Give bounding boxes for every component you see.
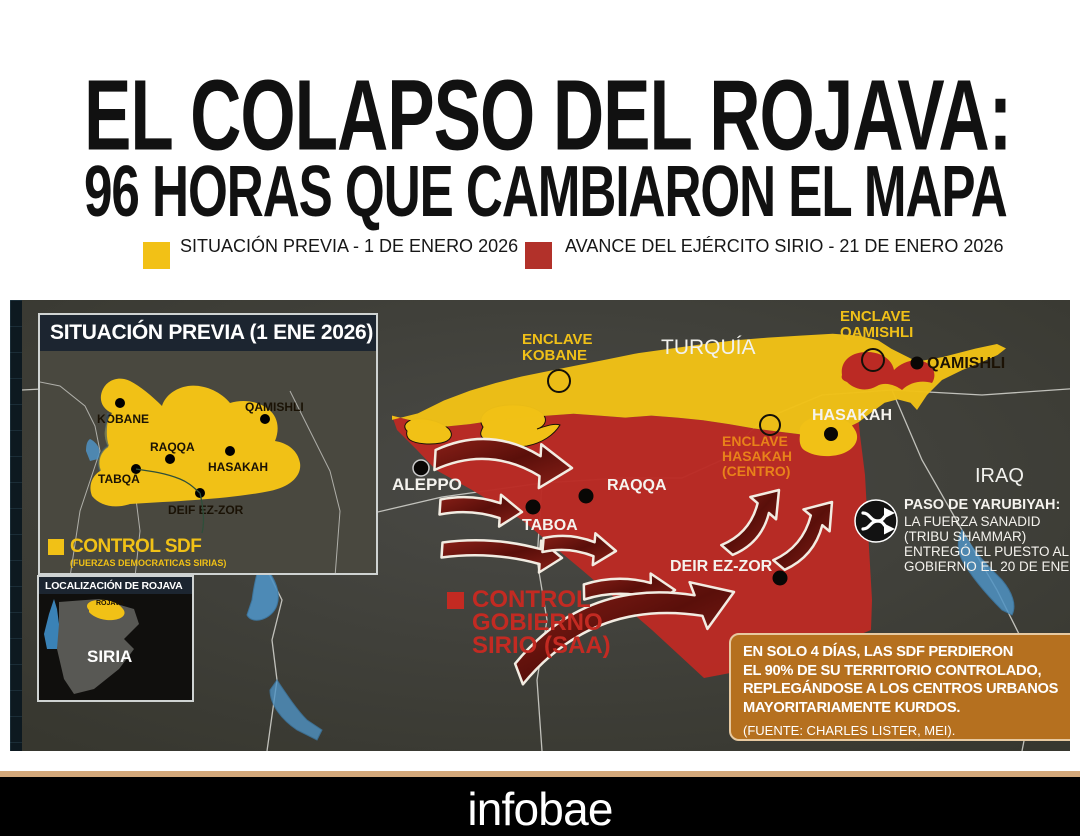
svg-text:KOBANE: KOBANE [522, 347, 587, 364]
svg-text:HASAKAH: HASAKAH [722, 448, 792, 464]
svg-text:PASO DE YARUBIYAH:: PASO DE YARUBIYAH: [904, 497, 1060, 513]
svg-text:SIRIA: SIRIA [87, 647, 132, 666]
svg-text:QAMISHLI: QAMISHLI [245, 400, 304, 414]
svg-text:SIRIO (SAA): SIRIO (SAA) [472, 632, 611, 659]
svg-text:ALEPPO: ALEPPO [392, 475, 462, 494]
svg-text:IRAQ: IRAQ [975, 465, 1024, 487]
svg-text:TABQA: TABQA [98, 472, 140, 486]
svg-text:LA FUERZA SANADID: LA FUERZA SANADID [904, 514, 1041, 529]
svg-text:QAMISHLI: QAMISHLI [927, 355, 1005, 372]
svg-text:ENCLAVE: ENCLAVE [522, 331, 593, 348]
svg-text:TABOA: TABOA [522, 517, 578, 534]
svg-text:RAQQA: RAQQA [607, 477, 667, 494]
svg-text:(CENTRO): (CENTRO) [722, 463, 790, 479]
svg-text:TURQUÍA: TURQUÍA [661, 336, 756, 359]
svg-text:KOBANE: KOBANE [97, 412, 149, 426]
svg-text:GOBIERNO EL 20 DE ENERO.: GOBIERNO EL 20 DE ENERO. [904, 559, 1070, 574]
svg-text:ENCLAVE: ENCLAVE [722, 433, 788, 449]
svg-text:(TRIBU SHAMMAR): (TRIBU SHAMMAR) [904, 529, 1026, 544]
svg-text:HASAKAH: HASAKAH [812, 407, 892, 424]
svg-text:RAQQA: RAQQA [150, 440, 195, 454]
svg-text:ENCLAVE: ENCLAVE [840, 308, 911, 325]
svg-text:QAMISHLI: QAMISHLI [840, 324, 913, 341]
svg-text:ENTREGÓ EL PUESTO AL: ENTREGÓ EL PUESTO AL [904, 544, 1070, 559]
svg-text:HASAKAH: HASAKAH [208, 460, 268, 474]
svg-text:DEIR EZ-ZOR: DEIR EZ-ZOR [670, 558, 773, 575]
svg-text:ROJAVA: ROJAVA [96, 600, 124, 607]
svg-text:DEIF EZ-ZOR: DEIF EZ-ZOR [168, 503, 244, 517]
